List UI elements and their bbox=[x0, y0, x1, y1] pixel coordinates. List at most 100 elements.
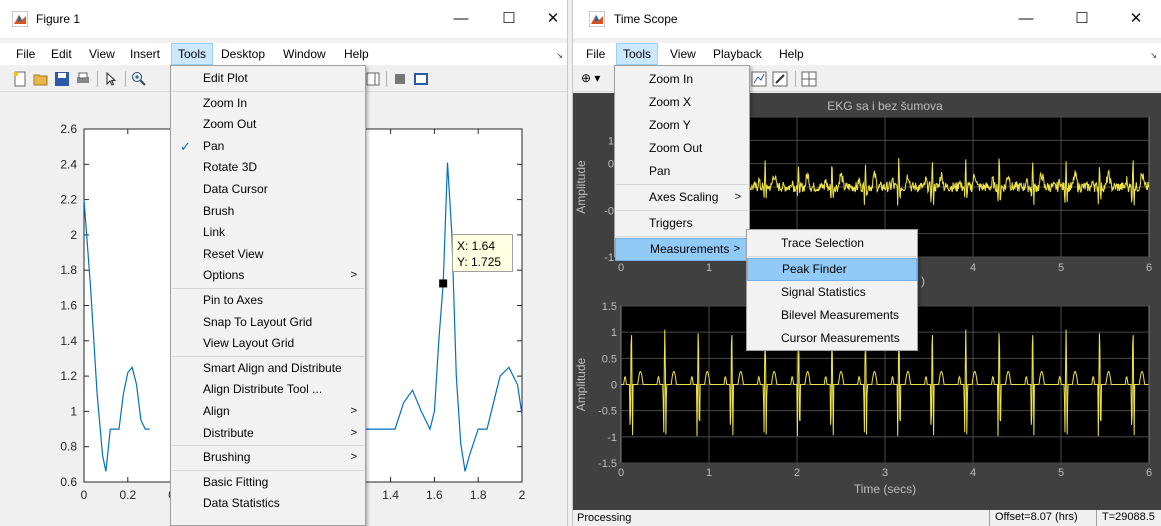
data-cursor-icon[interactable] bbox=[751, 71, 767, 87]
tools-menu-item-snap-to-layout-grid[interactable]: Snap To Layout Grid bbox=[171, 312, 365, 334]
tools-menu-item-distribute[interactable]: Distribute > bbox=[171, 423, 365, 445]
scope-tools-menu-item-axes-scaling[interactable]: Axes Scaling > bbox=[615, 186, 749, 209]
menu-desktop[interactable]: Desktop bbox=[221, 47, 266, 61]
menu-file[interactable]: File bbox=[586, 47, 606, 61]
tools-menu-item-zoom-out[interactable]: Zoom Out bbox=[171, 114, 365, 136]
tools-menu-item-reset-view[interactable]: Reset View bbox=[171, 244, 365, 266]
menu-insert[interactable]: Insert bbox=[130, 47, 161, 61]
show-plot-tools-icon[interactable] bbox=[413, 71, 429, 87]
menu-file[interactable]: File bbox=[16, 47, 36, 61]
scope-tools-menu-item-zoom-in[interactable]: Zoom In bbox=[615, 68, 749, 91]
maximize-button[interactable]: ☐ bbox=[502, 10, 516, 27]
scope-tools-menu-item-label: Zoom Out bbox=[649, 141, 703, 155]
scope-y-axis-label: Amplitude bbox=[574, 358, 588, 412]
tools-menu-item-smart-align-and-distribute[interactable]: Smart Align and Distribute bbox=[171, 358, 365, 380]
menu-playback[interactable]: Playback bbox=[713, 47, 762, 61]
save-icon[interactable] bbox=[54, 71, 70, 87]
tools-menu-item-label: Link bbox=[203, 225, 226, 240]
print-icon[interactable] bbox=[75, 71, 91, 87]
scope-tools-menu-item-pan[interactable]: Pan bbox=[615, 160, 749, 183]
tools-menu-item-brushing[interactable]: Brushing > bbox=[171, 447, 365, 469]
y-tick-label: 1.8 bbox=[60, 263, 77, 277]
tools-menu-separator bbox=[172, 445, 364, 447]
tools-menu-item-label: Align bbox=[203, 404, 230, 418]
maximize-button[interactable]: ☐ bbox=[1075, 10, 1089, 27]
measurements-menu-item-bilevel-measurements[interactable]: Bilevel Measurements bbox=[747, 304, 917, 327]
menu-edit[interactable]: Edit bbox=[51, 47, 72, 61]
minimize-button[interactable]: — bbox=[1018, 10, 1034, 27]
insert-colorbar-icon[interactable] bbox=[365, 71, 381, 87]
dock-arrow-icon[interactable]: ↘ bbox=[556, 51, 563, 60]
tools-menu-item-align-distribute-tool[interactable]: Align Distribute Tool ... bbox=[171, 379, 365, 401]
timescope-titlebar: Time Scope — ☐ ✕ bbox=[573, 0, 1161, 38]
scope-tools-menu-item-measurements[interactable]: Measurements > bbox=[615, 238, 749, 261]
tools-menu-item-basic-fitting[interactable]: Basic Fitting bbox=[171, 472, 365, 494]
menu-help[interactable]: Help bbox=[344, 47, 369, 61]
data-cursor-marker[interactable] bbox=[439, 279, 448, 288]
tools-menu-item-label: Options bbox=[203, 268, 245, 283]
scope-tools-menu-separator bbox=[616, 184, 748, 185]
scope-x-tick-label: 5 bbox=[1058, 467, 1064, 479]
y-tick-label: 0.8 bbox=[60, 440, 77, 454]
timescope-window: Time Scope — ☐ ✕ File Tools View Playbac… bbox=[572, 0, 1161, 526]
tools-menu-item-brush[interactable]: Brush bbox=[171, 201, 365, 223]
tools-menu-item-data-statistics[interactable]: Data Statistics bbox=[171, 493, 365, 515]
menu-view[interactable]: View bbox=[89, 47, 115, 61]
tools-menu-item-pin-to-axes[interactable]: Pin to Axes bbox=[171, 290, 365, 312]
status-bar: Processing Offset=8.07 (hrs) T=29088.5 bbox=[573, 510, 1161, 526]
scope-tools-menu-item-label: Triggers bbox=[649, 216, 693, 230]
toolbar-separator bbox=[125, 71, 126, 87]
measurements-menu-item-cursor-measurements[interactable]: Cursor Measurements bbox=[747, 327, 917, 350]
minimize-button[interactable]: — bbox=[453, 10, 469, 27]
zoom-tool-icon[interactable]: ⊕ ▾ bbox=[581, 71, 601, 85]
scope-y-tick-label: 1. bbox=[608, 135, 617, 147]
zoom-in-icon[interactable] bbox=[131, 71, 147, 87]
menu-window[interactable]: Window bbox=[283, 47, 326, 61]
hide-plot-tools-icon[interactable] bbox=[392, 71, 408, 87]
tools-menu-item-label: Brush bbox=[203, 203, 235, 218]
submenu-arrow-icon: > bbox=[350, 405, 357, 417]
tools-menu-separator bbox=[172, 90, 364, 92]
close-button[interactable]: ✕ bbox=[546, 10, 560, 27]
menu-view[interactable]: View bbox=[670, 47, 696, 61]
y-tick-label: 2.2 bbox=[60, 193, 77, 207]
x-tick-label: 1.4 bbox=[382, 488, 399, 502]
scope-y-tick-label: 1.5 bbox=[602, 301, 617, 313]
tools-menu-item-link[interactable]: Link bbox=[171, 222, 365, 244]
scope-tools-menu-item-zoom-out[interactable]: Zoom Out bbox=[615, 137, 749, 160]
scope-x-tick-label: 4 bbox=[970, 262, 976, 274]
scope-y-tick-label: -1.5 bbox=[598, 458, 617, 470]
scope-y-tick-label: -0.5 bbox=[598, 406, 617, 418]
close-button[interactable]: ✕ bbox=[1129, 10, 1143, 27]
tools-menu-item-edit-plot[interactable]: Edit Plot bbox=[171, 68, 365, 90]
menu-tools[interactable]: Tools bbox=[616, 43, 659, 65]
tools-menu-item-label: Data Statistics bbox=[203, 496, 280, 511]
data-tip[interactable]: X: 1.64 Y: 1.725 bbox=[452, 234, 513, 272]
menu-tools[interactable]: Tools bbox=[171, 43, 214, 65]
scope-tools-menu-item-triggers[interactable]: Triggers bbox=[615, 212, 749, 235]
scope-y-tick-label: 0.5 bbox=[602, 353, 617, 365]
tools-menu-item-rotate-3d[interactable]: Rotate 3D bbox=[171, 157, 365, 179]
edit-plot-arrow-icon[interactable] bbox=[103, 71, 119, 87]
new-figure-icon[interactable] bbox=[12, 71, 28, 87]
tools-menu-item-zoom-in[interactable]: Zoom In bbox=[171, 93, 365, 115]
tools-menu-item-options[interactable]: Options > bbox=[171, 265, 365, 287]
measurements-menu-item-trace-selection[interactable]: Trace Selection bbox=[747, 232, 917, 255]
dock-arrow-icon[interactable]: ↘ bbox=[1150, 51, 1157, 60]
tools-menu-item-view-layout-grid[interactable]: View Layout Grid bbox=[171, 333, 365, 355]
style-edit-icon[interactable] bbox=[772, 71, 788, 87]
layout-grid-icon[interactable] bbox=[801, 71, 817, 87]
scope-y-axis-label: Amplitude bbox=[574, 160, 588, 214]
measurements-menu-item-peak-finder[interactable]: Peak Finder bbox=[747, 258, 917, 281]
open-file-icon[interactable] bbox=[33, 71, 49, 87]
scope-tools-menu-item-zoom-x[interactable]: Zoom X bbox=[615, 91, 749, 114]
submenu-arrow-icon: > bbox=[733, 243, 740, 255]
measurements-menu-item-signal-statistics[interactable]: Signal Statistics bbox=[747, 281, 917, 304]
tools-menu-item-align[interactable]: Align > bbox=[171, 401, 365, 423]
tools-menu-item-pan[interactable]: Pan ✓ bbox=[171, 136, 365, 158]
y-tick-label: 2.4 bbox=[60, 157, 77, 171]
scope-tools-menu-item-zoom-y[interactable]: Zoom Y bbox=[615, 114, 749, 137]
menu-help[interactable]: Help bbox=[779, 47, 804, 61]
tools-menu-item-data-cursor[interactable]: Data Cursor bbox=[171, 179, 365, 201]
